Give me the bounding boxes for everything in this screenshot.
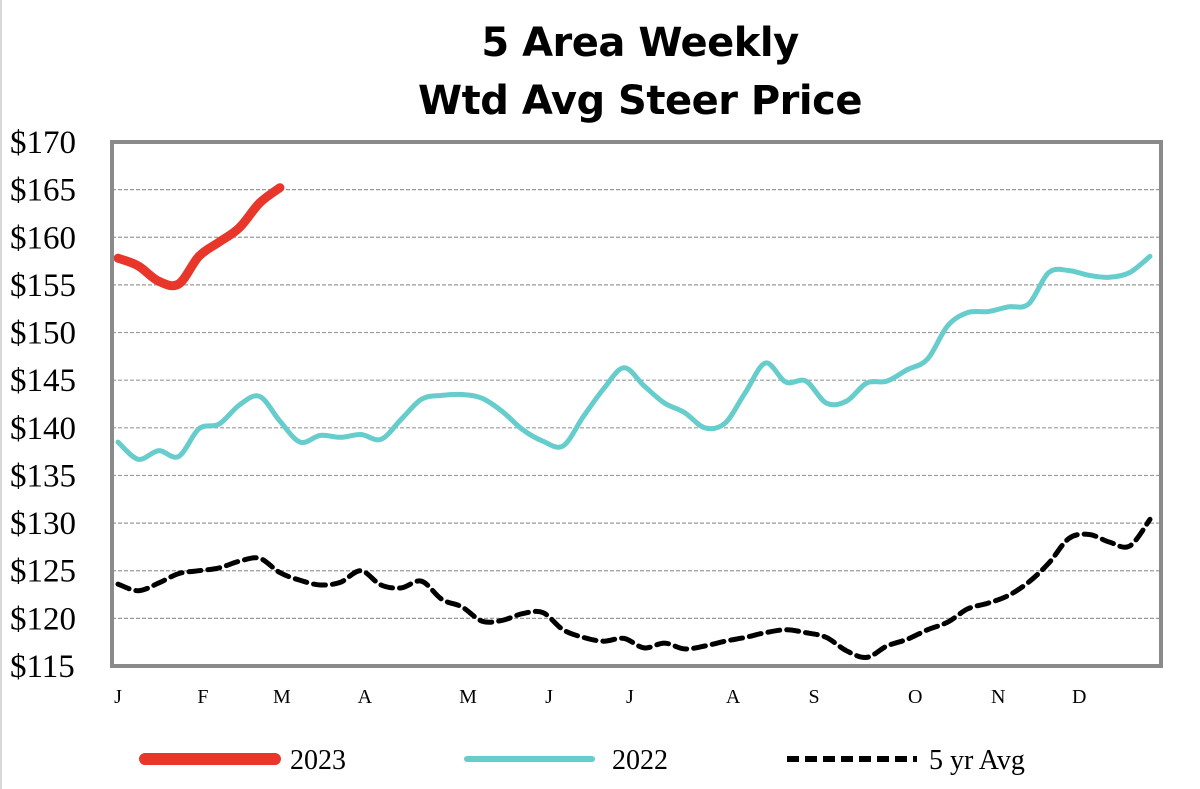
x-tick-label: O xyxy=(908,686,922,708)
x-tick-label: A xyxy=(358,686,373,708)
left-edge-divider xyxy=(0,0,2,789)
series-line-5-yr-avg xyxy=(115,516,1153,660)
plot-area-frame xyxy=(110,140,1163,668)
x-tick-label: S xyxy=(809,686,820,708)
legend-label: 5 yr Avg xyxy=(929,745,1025,776)
y-tick-label: $165 xyxy=(10,173,76,209)
x-tick-label: M xyxy=(459,686,477,708)
chart-title-line-2: Wtd Avg Steer Price xyxy=(418,78,862,124)
series-line-2023 xyxy=(113,183,285,291)
y-tick-label: $170 xyxy=(10,125,76,161)
legend: 2023 2022 5 yr Avg xyxy=(139,745,1025,776)
y-axis-labels: $115 $120 $125 $130 $135 $140 $145 $150 $155 $160… xyxy=(10,125,76,685)
y-tick-label: $145 xyxy=(10,363,76,399)
series-line-2022 xyxy=(115,253,1153,462)
x-tick-label: J xyxy=(114,686,122,708)
y-tick-label: $160 xyxy=(10,220,76,256)
y-tick-label: $140 xyxy=(10,411,76,447)
y-tick-label: $115 xyxy=(10,649,75,685)
y-tick-label: $130 xyxy=(10,506,76,542)
x-tick-label: J xyxy=(626,686,634,708)
y-tick-label: $135 xyxy=(10,458,76,494)
x-tick-label: D xyxy=(1072,686,1086,708)
y-tick-label: $125 xyxy=(10,554,76,590)
legend-label: 2022 xyxy=(612,745,668,776)
chart-title-line-1: 5 Area Weekly xyxy=(481,20,799,66)
y-tick-label: $120 xyxy=(10,601,76,637)
y-tick-label: $155 xyxy=(10,268,76,304)
x-tick-label: A xyxy=(726,686,741,708)
series-lines xyxy=(113,183,1153,660)
legend-label: 2023 xyxy=(290,745,346,776)
x-tick-label: M xyxy=(273,686,291,708)
y-tick-label: $150 xyxy=(10,316,76,352)
x-tick-label: F xyxy=(197,686,208,708)
x-tick-label: J xyxy=(545,686,553,708)
x-tick-label: N xyxy=(991,686,1005,708)
